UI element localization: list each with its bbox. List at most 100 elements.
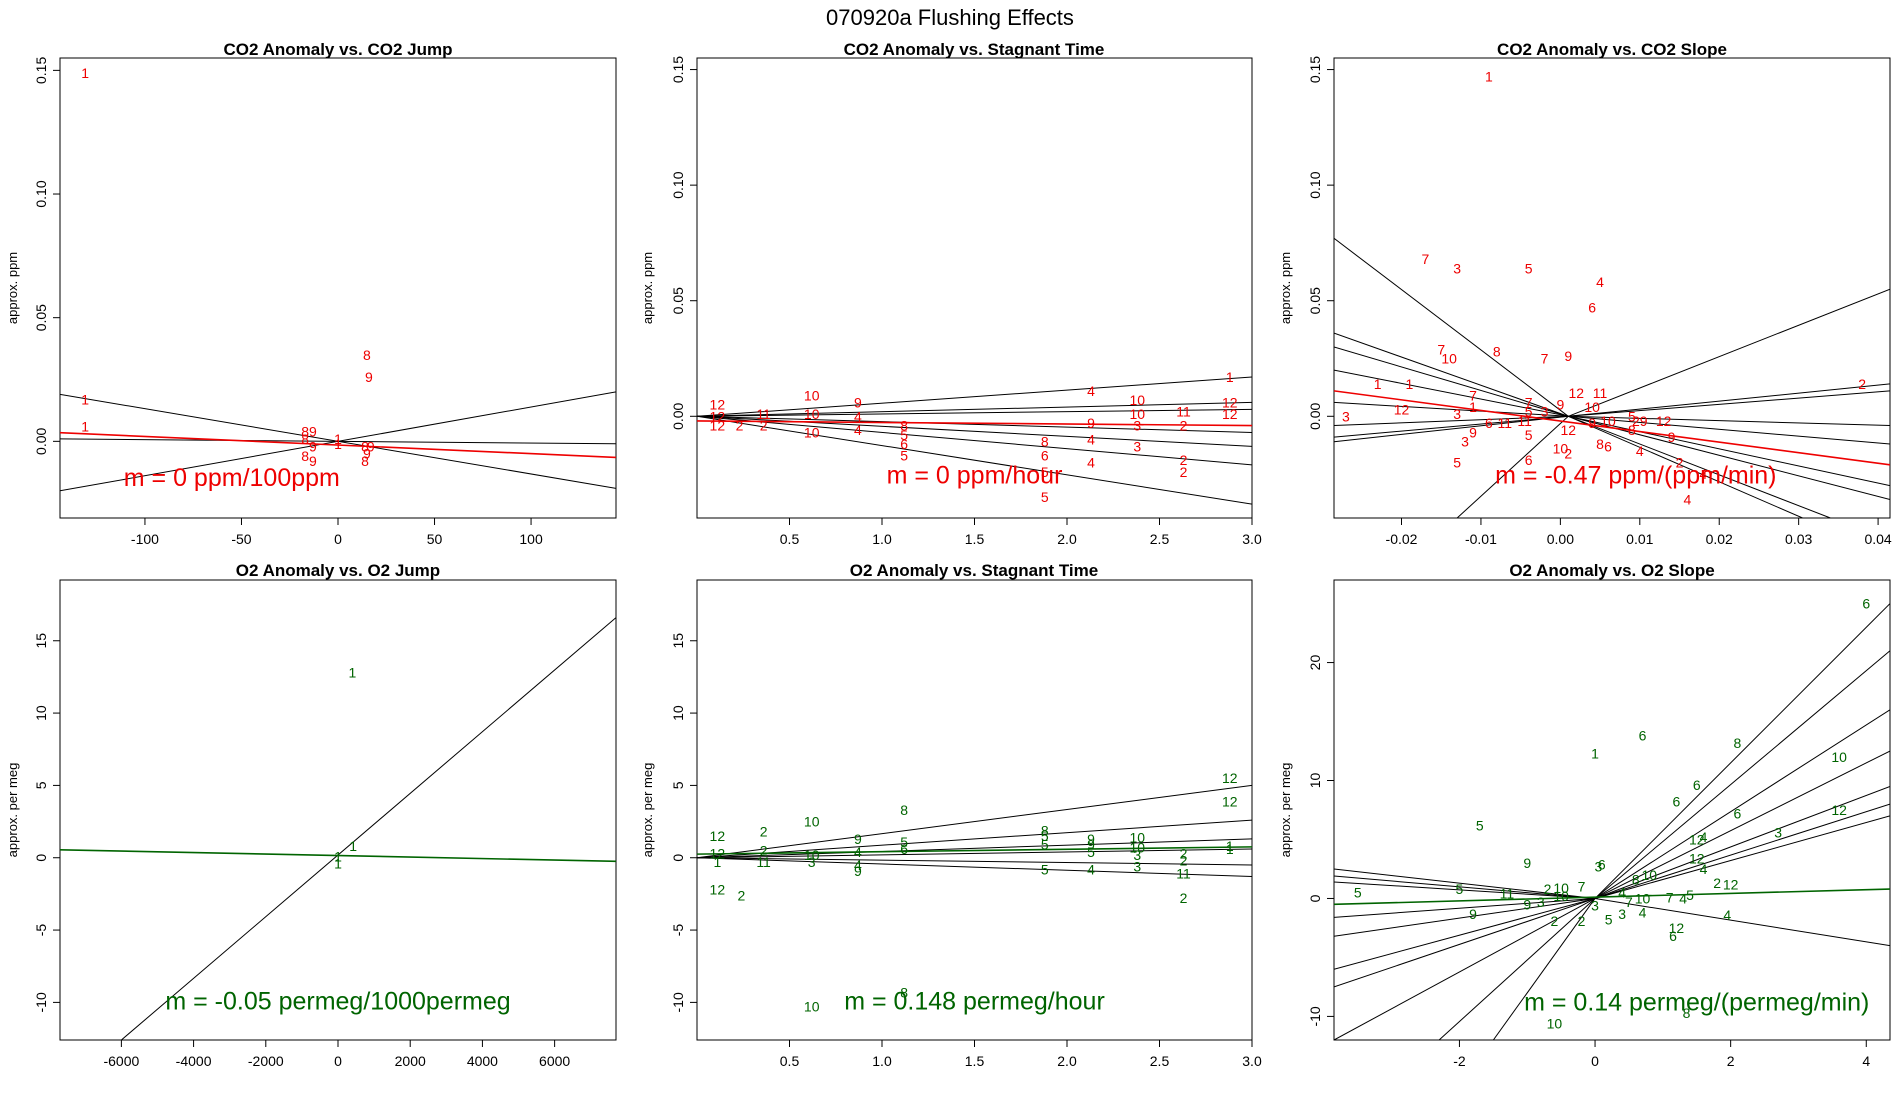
point-label: 1 xyxy=(1591,745,1599,761)
point-label: 2 xyxy=(1180,452,1188,468)
overall-fit-line xyxy=(1334,390,1890,466)
plot-area: 11189898989118998 xyxy=(60,65,616,492)
y-axis-label: approx. ppm xyxy=(1278,252,1293,324)
point-label: 3 xyxy=(1541,404,1549,420)
y-tick-label: 0.00 xyxy=(1307,402,1323,429)
panel-o2-slope: O2 Anomaly vs. O2 Slope approx. per meg … xyxy=(1278,561,1891,1069)
x-tick-label: 2.0 xyxy=(1057,1053,1077,1069)
point-label: 12 xyxy=(1689,850,1705,866)
figure-title: 070920a Flushing Effects xyxy=(826,5,1074,30)
slope-annotation: m = 0 ppm/hour xyxy=(887,461,1063,489)
point-label: 4 xyxy=(1679,890,1687,906)
point-label: 11 xyxy=(756,854,771,870)
fit-line xyxy=(1334,415,1569,427)
point-label: 2 xyxy=(1713,875,1721,891)
point-label: 9 xyxy=(1087,831,1095,847)
point-label: 10 xyxy=(1441,351,1457,367)
point-label: 3 xyxy=(1461,434,1469,450)
slope-annotation: m = -0.47 ppm/(ppm/min) xyxy=(1495,461,1776,489)
plot-frame xyxy=(696,57,1253,519)
point-label: 1 xyxy=(1406,376,1414,392)
y-tick-label: 0 xyxy=(670,854,686,862)
point-label: 1 xyxy=(1374,376,1382,392)
point-label: 6 xyxy=(1673,794,1681,810)
point-label: 5 xyxy=(1041,861,1049,877)
fit-line xyxy=(1492,898,1596,1040)
fit-line xyxy=(1594,785,1890,899)
y-tick-label: 0.05 xyxy=(1307,287,1323,314)
point-label: 12 xyxy=(1222,770,1238,786)
overall-fit-line xyxy=(697,846,1252,855)
point-label: 9 xyxy=(1564,348,1572,364)
fit-line xyxy=(1456,415,1569,518)
point-label: 12 xyxy=(1568,385,1584,401)
point-label: 1 xyxy=(1226,838,1234,854)
point-label: 4 xyxy=(854,408,862,424)
y-axis-label: approx. per meg xyxy=(5,763,20,858)
point-label: 8 xyxy=(900,418,908,434)
point-label: 2 xyxy=(1578,913,1586,929)
point-label: 10 xyxy=(1130,829,1146,845)
point-label: 2 xyxy=(1180,853,1188,869)
point-label: 12 xyxy=(1222,394,1238,410)
plot-area: 1212112222111010310944985688555995410103… xyxy=(697,770,1252,1015)
point-label: 1 xyxy=(334,856,342,872)
point-label: 6 xyxy=(1639,728,1647,744)
x-tick-label: -100 xyxy=(131,531,159,547)
point-label: 5 xyxy=(1628,408,1636,424)
y-tick-label: -5 xyxy=(33,924,49,937)
x-tick-label: 0.03 xyxy=(1785,531,1812,547)
point-label: 11 xyxy=(756,406,771,422)
point-label: 11 xyxy=(1176,404,1191,420)
point-label: 3 xyxy=(1591,898,1599,914)
fit-line xyxy=(697,838,1252,859)
x-tick-label: -2000 xyxy=(248,1053,284,1069)
slope-annotation: m = 0 ppm/100ppm xyxy=(124,464,340,492)
point-label: 5 xyxy=(1525,404,1533,420)
x-tick-label: 0 xyxy=(334,531,342,547)
point-label: 6 xyxy=(1862,596,1870,612)
y-tick-label: 15 xyxy=(670,633,686,649)
x-tick-label: 1.0 xyxy=(872,1053,892,1069)
y-tick-label: 5 xyxy=(670,781,686,789)
point-label: 2 xyxy=(760,843,768,859)
y-tick-label: 0.15 xyxy=(670,56,686,83)
point-label: 1 xyxy=(1226,841,1234,857)
fit-line xyxy=(1568,415,1831,518)
slope-annotation: m = 0.14 permeg/(permeg/min) xyxy=(1524,989,1869,1017)
point-label: 10 xyxy=(804,999,820,1015)
point-label: 5 xyxy=(1087,844,1095,860)
point-label: 6 xyxy=(1588,300,1596,316)
point-label: 9 xyxy=(1087,837,1095,853)
point-label: 9 xyxy=(854,394,862,410)
y-axis-label: approx. ppm xyxy=(640,252,655,324)
point-label: 1 xyxy=(334,436,342,452)
point-label: 12 xyxy=(1561,422,1577,438)
x-tick-label: 0.04 xyxy=(1864,531,1891,547)
fit-line xyxy=(1568,288,1890,417)
fit-line xyxy=(697,857,1252,878)
point-label: 10 xyxy=(1553,888,1569,904)
point-label: 12 xyxy=(1656,413,1672,429)
fit-line xyxy=(1594,897,1890,947)
x-tick-label: 1.0 xyxy=(872,531,892,547)
fit-line xyxy=(697,415,1252,505)
fit-line xyxy=(697,415,1252,447)
y-tick-label: 20 xyxy=(1307,655,1323,671)
point-label: 1 xyxy=(1226,369,1234,385)
point-label: 4 xyxy=(854,422,862,438)
plot-frame xyxy=(1333,579,1891,1041)
point-label: 8 xyxy=(1683,1005,1691,1021)
point-label: 10 xyxy=(1600,413,1616,429)
point-label: 12 xyxy=(710,397,726,413)
point-label: 11 xyxy=(1593,385,1608,401)
fit-line xyxy=(697,415,1252,433)
point-label: 8 xyxy=(1493,344,1501,360)
y-tick-label: -5 xyxy=(670,924,686,937)
point-label: 2 xyxy=(760,418,768,434)
x-tick-label: 0.5 xyxy=(780,1053,800,1069)
y-tick-label: 15 xyxy=(33,633,49,649)
point-label: 9 xyxy=(1469,424,1477,440)
point-label: 8 xyxy=(900,802,908,818)
